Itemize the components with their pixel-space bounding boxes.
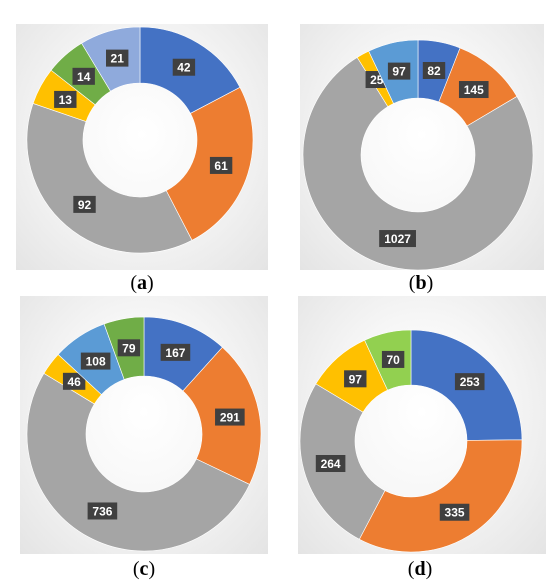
data-label-box <box>422 62 446 80</box>
data-label-box <box>381 350 405 368</box>
donut-slice <box>302 56 534 270</box>
data-label: 736 <box>92 504 112 518</box>
data-label-box <box>439 503 470 521</box>
caption-open: ( <box>407 558 415 580</box>
data-label-box <box>62 372 86 390</box>
caption-close: ) <box>425 558 433 580</box>
data-label: 291 <box>220 411 240 425</box>
donut-chart-d: 253 335 264 97 70 <box>299 329 523 553</box>
data-label: 335 <box>445 506 465 520</box>
caption-letter: c <box>139 558 149 580</box>
caption-d: (d) <box>390 558 450 581</box>
donut-chart-b: 82 145 1027 25 97 <box>302 39 534 270</box>
data-label-box <box>80 352 111 370</box>
data-label-box <box>458 81 489 99</box>
data-label-box <box>73 195 96 213</box>
data-label-box <box>117 339 141 357</box>
caption-open: ( <box>130 272 137 294</box>
chart-panel-a: 42 61 92 13 14 21 <box>16 24 268 270</box>
data-label: 46 <box>67 375 81 389</box>
caption-b: (b) <box>391 272 451 295</box>
data-label: 92 <box>78 198 92 212</box>
data-label: 21 <box>111 52 125 66</box>
data-label: 70 <box>386 353 400 367</box>
donut-slice <box>26 103 193 254</box>
data-label: 14 <box>77 70 91 84</box>
caption-open: ( <box>408 272 416 294</box>
caption-open: ( <box>132 558 140 580</box>
caption-close: ) <box>426 272 434 294</box>
data-label: 13 <box>59 93 73 107</box>
data-label-box <box>379 230 416 248</box>
data-label: 79 <box>122 341 136 355</box>
donut-slice <box>26 372 250 552</box>
data-label-box <box>106 49 129 67</box>
data-label: 97 <box>349 372 363 386</box>
data-label-box <box>87 502 118 520</box>
data-label-box <box>209 156 233 174</box>
data-label-box <box>54 90 77 108</box>
data-label: 61 <box>214 159 228 173</box>
caption-close: ) <box>147 272 154 294</box>
caption-a: (a) <box>112 272 172 295</box>
data-label-box <box>315 455 346 473</box>
data-label: 253 <box>460 375 480 389</box>
caption-letter: b <box>415 272 427 294</box>
donut-slice <box>165 86 254 241</box>
data-label: 1027 <box>384 232 411 246</box>
data-label: 167 <box>165 346 185 360</box>
donut-chart-c: 167 291 736 46 108 79 <box>26 316 262 552</box>
data-label-box <box>72 67 95 85</box>
donut-chart-a: 42 61 92 13 14 21 <box>26 26 254 254</box>
data-label: 82 <box>427 64 441 78</box>
data-label: 264 <box>321 457 341 471</box>
data-label: 25 <box>370 73 384 87</box>
data-label-box <box>160 343 191 361</box>
chart-panel-c: 167 291 736 46 108 79 <box>20 296 268 554</box>
data-label: 97 <box>392 65 406 79</box>
donut-slice <box>358 439 523 553</box>
caption-letter: d <box>414 558 426 580</box>
data-label: 145 <box>464 83 484 97</box>
caption-c: (c) <box>114 558 174 581</box>
data-label-box <box>215 408 245 426</box>
caption-letter: a <box>137 272 147 294</box>
data-label: 42 <box>177 61 191 75</box>
data-label-box <box>344 370 367 388</box>
chart-panel-b: 82 145 1027 25 97 <box>300 24 544 270</box>
data-label-box <box>454 373 485 391</box>
data-label-box <box>172 58 196 76</box>
data-label-box <box>387 62 411 80</box>
data-label: 108 <box>86 355 106 369</box>
caption-close: ) <box>148 558 156 580</box>
chart-panel-d: 253 335 264 97 70 <box>298 296 546 554</box>
